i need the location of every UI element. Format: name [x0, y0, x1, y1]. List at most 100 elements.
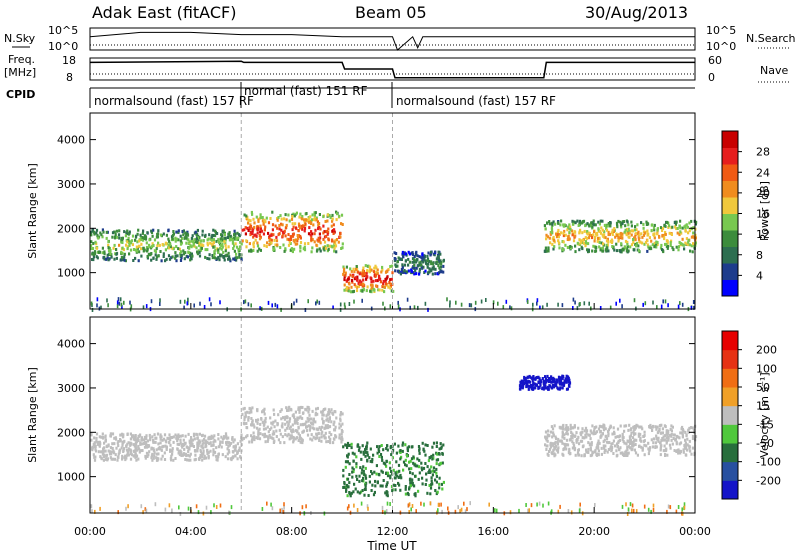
power-cell [652, 233, 655, 237]
cpid-label: CPID [6, 88, 35, 101]
velocity-cell [668, 433, 671, 437]
noise-cell [650, 509, 652, 514]
power-cell [607, 233, 610, 237]
velocity-cell [587, 441, 590, 445]
noise-cell [527, 508, 529, 513]
noise-cell [683, 505, 686, 510]
power-cell [259, 224, 262, 228]
power-cell [551, 237, 554, 241]
velocity-cell [575, 439, 578, 442]
noise-cell [635, 509, 638, 514]
power-cell [99, 231, 102, 235]
power-cell [217, 238, 220, 242]
velocity-cell [435, 462, 438, 466]
noise-cell [90, 504, 93, 509]
velocity-cell [603, 446, 606, 450]
velocity-cell [568, 447, 571, 451]
power-cell [556, 230, 559, 234]
velocity-cell [429, 492, 432, 496]
power-cell [550, 226, 553, 230]
velocity-cell [239, 439, 242, 443]
velocity-cell [93, 436, 96, 440]
power-cell [337, 240, 340, 244]
velocity-cell [399, 451, 402, 454]
velocity-cell [685, 434, 688, 438]
noise-cell [145, 508, 148, 513]
velocity-cell [566, 426, 570, 430]
noise-cell [276, 304, 279, 309]
velocity-cell [187, 453, 190, 457]
power-cell [419, 260, 422, 264]
power-cell [586, 230, 589, 233]
power-cell [330, 244, 333, 248]
power-cell [567, 234, 570, 238]
power-cell [299, 244, 302, 248]
velocity-cell [207, 454, 210, 458]
velocity-cell [673, 433, 676, 437]
velocity-cell [291, 428, 295, 432]
power-cell [650, 229, 653, 233]
velocity-cell [339, 418, 342, 422]
velocity-cell [248, 406, 251, 410]
velocity-cell [397, 481, 400, 485]
velocity-cell [257, 432, 260, 436]
velocity-cell [345, 485, 348, 489]
velocity-cell [564, 426, 568, 430]
power-cell [569, 245, 572, 248]
noise-cell [195, 504, 198, 509]
velocity-cell [432, 466, 436, 470]
velocity-cell [141, 449, 144, 452]
velocity-cell [528, 380, 531, 384]
power-cell [180, 253, 183, 257]
power-cell [595, 232, 598, 236]
power-cell [149, 253, 152, 257]
velocity-cell [179, 441, 182, 445]
noise-cell [470, 303, 473, 308]
power-cell [186, 233, 190, 237]
power-cell [319, 227, 322, 231]
power-cell [676, 227, 679, 230]
velocity-cell [332, 423, 335, 427]
power-cell [549, 241, 552, 245]
velocity-cell [397, 476, 400, 479]
power-cell [187, 251, 190, 255]
power-cell [115, 229, 119, 233]
velocity-cell [117, 444, 120, 448]
noise-cell [631, 508, 633, 513]
noise-cell [518, 508, 520, 513]
noise-cell [100, 305, 102, 310]
power-cell [389, 284, 392, 288]
power-cell [591, 225, 594, 229]
velocity-cell [360, 457, 363, 461]
power-cell [343, 288, 346, 292]
velocity-cell [391, 489, 394, 493]
power-cell [235, 256, 238, 260]
power-cell [344, 273, 347, 277]
noise-cell [271, 303, 273, 308]
power-cell [388, 281, 391, 284]
power-cell [693, 236, 696, 240]
power-cell [404, 259, 407, 263]
power-cell [224, 242, 227, 245]
freq-label-1: Freq. [8, 53, 35, 66]
velocity-cell [659, 453, 662, 457]
power-cell [142, 246, 145, 250]
power-cell [340, 247, 343, 250]
power-cell [93, 250, 97, 254]
power-cell [105, 230, 108, 234]
colorbar-tick-label: 8 [756, 249, 763, 262]
power-cell [395, 252, 398, 255]
velocity-cell [132, 443, 135, 447]
velocity-cell [100, 456, 103, 460]
velocity-cell [210, 436, 213, 440]
velocity-cell [112, 449, 115, 453]
power-cell [315, 243, 318, 247]
velocity-cell [656, 425, 659, 429]
power-cell [643, 231, 646, 235]
velocity-cell [347, 444, 350, 447]
power-cell [180, 256, 183, 260]
velocity-cell [670, 432, 673, 436]
noise-cell [385, 509, 388, 514]
velocity-cell [386, 444, 389, 448]
noise-cell [187, 297, 189, 302]
